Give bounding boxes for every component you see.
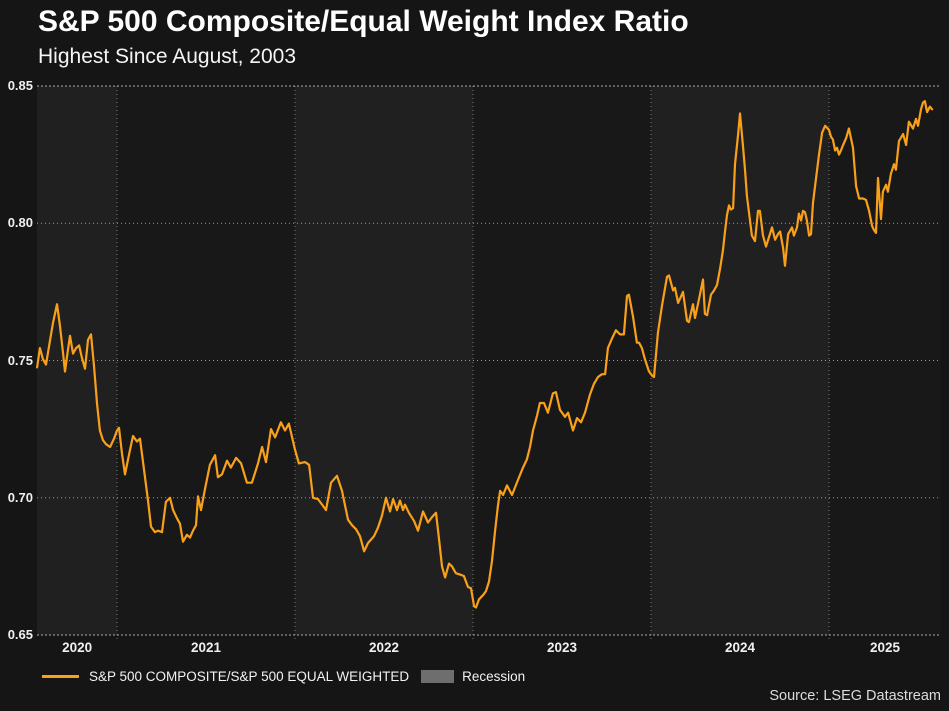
year-band-light <box>650 86 830 635</box>
y-tick-label: 0.70 <box>7 489 33 505</box>
y-tick-label: 0.80 <box>7 215 33 231</box>
series-legend-label: S&P 500 COMPOSITE/S&P 500 EQUAL WEIGHTED <box>89 668 410 684</box>
y-tick-label: 0.75 <box>7 352 33 368</box>
y-tick-label: 0.85 <box>7 78 33 93</box>
ratio-line-chart <box>36 85 941 641</box>
legend: S&P 500 COMPOSITE/S&P 500 EQUAL WEIGHTED… <box>42 666 525 686</box>
year-band-light <box>294 86 473 635</box>
x-tick-label: 2020 <box>62 640 93 655</box>
ratio-line-series <box>36 100 934 609</box>
source-credit: Source: LSEG Datastream <box>769 688 941 704</box>
year-band-light <box>37 86 117 635</box>
x-tick-label: 2022 <box>368 640 399 655</box>
series-line-swatch-icon <box>42 674 79 678</box>
recession-box-swatch-icon <box>421 669 455 683</box>
x-tick-label: 2023 <box>546 640 577 655</box>
y-tick-label: 0.65 <box>7 627 33 642</box>
x-tick-label: 2024 <box>724 640 756 655</box>
chart-title: S&P 500 Composite/Equal Weight Index Rat… <box>38 5 689 38</box>
chart-subtitle: Highest Since August, 2003 <box>38 45 297 68</box>
x-tick-label: 2025 <box>870 640 901 655</box>
x-tick-label: 2021 <box>190 640 221 655</box>
recession-legend-label: Recession <box>462 668 526 684</box>
